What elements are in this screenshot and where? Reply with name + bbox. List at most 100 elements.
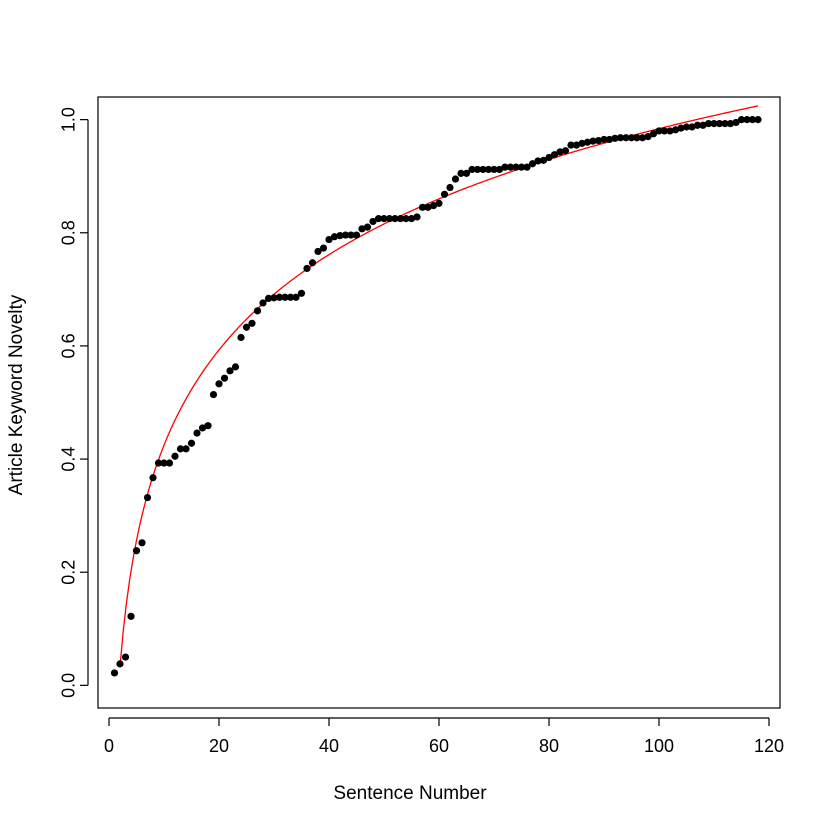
data-point bbox=[600, 135, 608, 144]
data-point bbox=[704, 119, 713, 128]
data-point bbox=[446, 183, 454, 192]
data-point bbox=[385, 215, 394, 223]
data-point bbox=[561, 147, 570, 155]
data-point bbox=[160, 459, 168, 467]
data-point bbox=[616, 134, 625, 142]
data-point bbox=[259, 299, 267, 307]
y-tick-label: 0.8 bbox=[58, 220, 78, 245]
x-tick-label: 100 bbox=[644, 736, 674, 756]
data-point bbox=[121, 653, 130, 661]
data-point bbox=[644, 133, 652, 141]
data-point bbox=[319, 244, 328, 252]
x-tick-label: 80 bbox=[539, 736, 559, 756]
data-point bbox=[748, 116, 757, 124]
data-point bbox=[622, 134, 630, 142]
data-point bbox=[440, 190, 449, 198]
data-point bbox=[457, 169, 465, 177]
data-point bbox=[325, 235, 333, 244]
data-point bbox=[347, 231, 355, 239]
data-point bbox=[638, 134, 647, 142]
data-point bbox=[512, 163, 520, 171]
x-tick-label: 0 bbox=[104, 736, 114, 756]
x-axis: 0 20 40 60 80 100 120 bbox=[104, 717, 784, 756]
data-point bbox=[688, 123, 696, 131]
y-axis-label: Article Keyword Novelty bbox=[6, 294, 27, 495]
data-point bbox=[138, 539, 146, 547]
data-point bbox=[578, 139, 586, 147]
data-point bbox=[187, 439, 196, 447]
data-point bbox=[539, 156, 548, 164]
data-point bbox=[429, 202, 438, 210]
data-point bbox=[242, 323, 251, 331]
data-point bbox=[193, 429, 201, 437]
data-point bbox=[567, 141, 575, 149]
y-tick-label: 0.0 bbox=[58, 673, 78, 698]
data-point bbox=[391, 215, 399, 223]
data-point bbox=[611, 134, 619, 142]
data-point bbox=[468, 165, 476, 174]
data-point bbox=[424, 203, 432, 211]
data-point bbox=[286, 293, 295, 301]
data-point bbox=[534, 157, 542, 165]
fit-curve-layer bbox=[119, 105, 759, 667]
data-point bbox=[682, 123, 691, 131]
x-tick-label: 40 bbox=[319, 736, 339, 756]
data-point bbox=[693, 121, 702, 129]
data-point bbox=[182, 445, 190, 453]
data-point bbox=[407, 215, 416, 223]
data-point bbox=[237, 333, 245, 342]
data-point bbox=[330, 233, 339, 241]
data-point bbox=[649, 130, 658, 138]
data-point bbox=[220, 374, 229, 382]
data-point bbox=[226, 367, 234, 375]
data-point bbox=[248, 319, 256, 327]
data-point bbox=[506, 163, 515, 171]
data-point bbox=[473, 165, 482, 174]
data-point bbox=[528, 160, 537, 168]
data-point bbox=[171, 452, 179, 460]
data-point bbox=[660, 127, 669, 135]
data-point bbox=[517, 163, 526, 171]
data-point bbox=[605, 135, 614, 144]
y-tick-label: 0.2 bbox=[58, 560, 78, 585]
data-point bbox=[572, 141, 581, 149]
data-point bbox=[380, 215, 388, 223]
data-point bbox=[176, 445, 185, 453]
data-point bbox=[165, 459, 174, 467]
data-point bbox=[110, 669, 119, 677]
x-tick-label: 60 bbox=[429, 736, 449, 756]
data-point bbox=[303, 264, 311, 273]
plot-frame bbox=[97, 96, 781, 709]
data-point bbox=[715, 119, 724, 128]
data-points-layer bbox=[110, 116, 762, 677]
data-point bbox=[297, 289, 306, 297]
data-point bbox=[721, 119, 729, 128]
data-point bbox=[374, 215, 383, 223]
data-point bbox=[495, 165, 504, 174]
data-point bbox=[627, 134, 636, 142]
data-point bbox=[143, 493, 152, 502]
y-axis: 0.0 0.2 0.4 0.6 0.8 1.0 bbox=[58, 107, 89, 698]
data-point bbox=[275, 293, 284, 301]
data-point bbox=[501, 163, 509, 171]
data-point bbox=[589, 137, 597, 145]
data-point bbox=[292, 293, 300, 301]
data-point bbox=[594, 136, 603, 145]
data-point bbox=[402, 215, 410, 223]
data-point bbox=[270, 294, 278, 302]
data-point bbox=[550, 151, 559, 159]
data-point bbox=[545, 153, 553, 162]
data-point bbox=[726, 119, 735, 128]
data-point bbox=[655, 127, 663, 135]
data-point bbox=[710, 119, 718, 128]
data-point bbox=[231, 363, 240, 371]
data-point bbox=[281, 293, 289, 301]
data-point bbox=[198, 424, 207, 432]
data-point bbox=[352, 231, 361, 239]
x-axis-label: Sentence Number bbox=[333, 783, 487, 804]
data-point bbox=[484, 165, 493, 174]
data-point bbox=[363, 223, 372, 231]
data-point bbox=[264, 294, 273, 303]
data-point bbox=[413, 213, 421, 221]
